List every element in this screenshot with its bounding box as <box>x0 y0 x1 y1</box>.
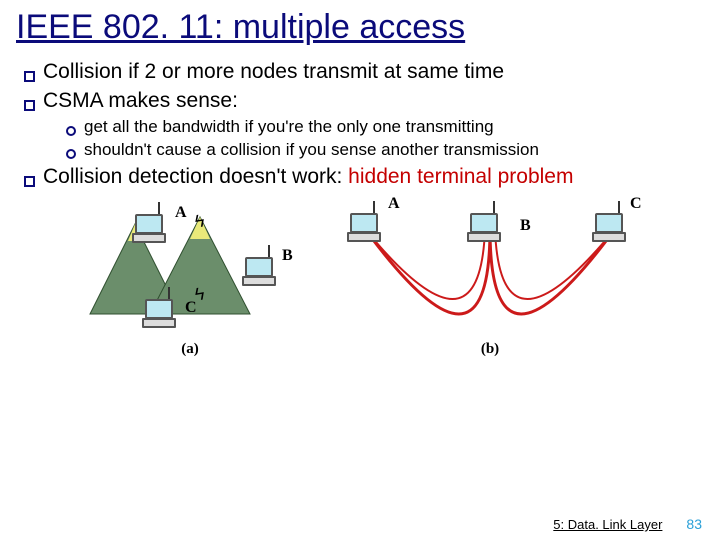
figure-a: A ϟ B C ϟ (a) <box>80 199 300 359</box>
slide-title: IEEE 802. 11: multiple access <box>0 0 720 51</box>
laptop-c <box>595 213 626 242</box>
label-a: A <box>388 195 400 213</box>
bullet-text: get all the bandwidth if you're the only… <box>84 117 494 137</box>
label-c: C <box>630 195 642 213</box>
caption-a: (a) <box>80 341 300 358</box>
circle-bullet-icon <box>66 149 76 159</box>
figure-b: A B C (b) <box>340 199 640 359</box>
circle-bullet-icon <box>66 126 76 136</box>
bullet-text: Collision detection doesn't work: hidden… <box>43 164 573 189</box>
laptop-a <box>135 214 166 243</box>
accent-term: hidden terminal problem <box>348 165 573 188</box>
laptop-a <box>350 213 381 242</box>
bullet-text-part: Collision detection doesn't work: <box>43 165 348 188</box>
slide-footer: 5: Data. Link Layer 83 <box>553 516 702 532</box>
label-b: B <box>282 247 293 265</box>
bullet-csma: CSMA makes sense: <box>24 88 696 113</box>
bullet-text: Collision if 2 or more nodes transmit at… <box>43 59 504 84</box>
caption-b: (b) <box>340 341 640 358</box>
page-number: 83 <box>686 516 702 532</box>
bullet-collision: Collision if 2 or more nodes transmit at… <box>24 59 696 84</box>
square-bullet-icon <box>24 176 35 187</box>
figures-row: A ϟ B C ϟ (a) A <box>24 199 696 359</box>
label-a: A <box>175 204 187 222</box>
chapter-label: 5: Data. Link Layer <box>553 517 662 532</box>
bullet-text: CSMA makes sense: <box>43 88 238 113</box>
label-c: C <box>185 299 197 317</box>
square-bullet-icon <box>24 100 35 111</box>
subbullet-sense: shouldn't cause a collision if you sense… <box>66 140 696 160</box>
label-b: B <box>520 217 531 235</box>
laptop-b <box>245 257 276 286</box>
laptop-c <box>145 299 176 328</box>
content-area: Collision if 2 or more nodes transmit at… <box>0 51 720 359</box>
subbullet-bandwidth: get all the bandwidth if you're the only… <box>66 117 696 137</box>
bullet-detection: Collision detection doesn't work: hidden… <box>24 164 696 189</box>
laptop-b <box>470 213 501 242</box>
square-bullet-icon <box>24 71 35 82</box>
bullet-text: shouldn't cause a collision if you sense… <box>84 140 539 160</box>
